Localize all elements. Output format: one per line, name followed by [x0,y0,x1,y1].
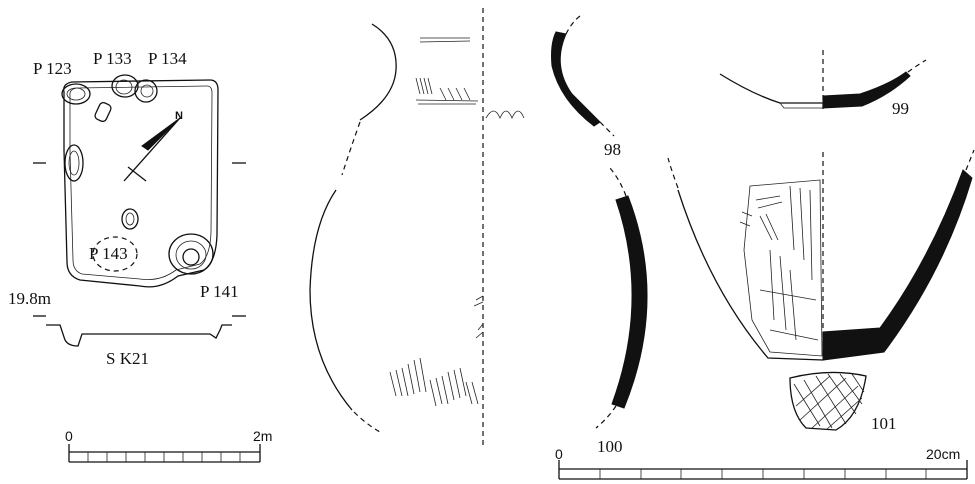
deep-bowl [667,149,975,361]
label-100: 100 [597,437,623,456]
jar-neck [359,23,397,121]
plan-scale-end: 2m [253,428,272,444]
post-hole-small [94,101,112,123]
pottery-scale-end: 20cm [926,446,960,462]
deep-bowl-section [822,169,973,361]
pit-p141 [168,233,214,275]
feature-name: S K21 [106,349,149,368]
vessel-101-cord-marks [793,373,865,431]
label-p123: P 123 [33,59,72,78]
vessel-100-dash-bottom [595,405,617,429]
deep-bowl-left-outline [677,189,824,361]
deep-bowl-texture [739,185,819,341]
vessel-100 [595,167,648,429]
plan-scale-start: 0 [65,428,73,444]
vessel-99-dash [907,59,927,73]
pit-p143 [92,236,138,272]
north-label: N [175,110,183,122]
jar-body [309,189,353,411]
pit-p133-inner [115,79,133,95]
vessel-101-outline [789,371,867,431]
plan-scale-bar [68,444,261,463]
label-99: 99 [892,99,909,118]
jar-body-lower [353,411,381,433]
vessel-98 [551,15,615,137]
vessel-100-dash-top [609,167,627,197]
post-hole-center-inner [125,212,135,226]
vessel-98-dash-bottom [599,121,615,137]
vessel-99 [719,50,927,112]
label-98: 98 [604,140,621,159]
pottery-scale-start: 0 [555,446,563,462]
pit-p134 [134,79,158,103]
pottery-scale-bar [558,460,968,480]
label-p133: P 133 [93,49,132,68]
vessel-99-section [822,71,911,109]
pit-p141-mid [175,240,207,270]
vessel-98-dash-top [565,15,581,35]
label-101: 101 [871,414,897,433]
vessel-99-outline [719,73,823,104]
jar-lug [485,110,525,120]
pit-p123 [61,83,91,105]
pit-p123-inner [66,87,86,101]
north-arrow-icon [123,117,181,182]
feature-plan-sk21: N P 123 P 133 P 134 P 143 P 141 19.8m S … [8,49,272,463]
pit-p134-inner [140,84,154,98]
deep-bowl-left-dash [667,157,679,189]
pit-outline-outer [63,79,219,288]
pit-west-inner [68,150,80,176]
label-p134: P 134 [148,49,187,68]
pit-west [64,144,84,182]
vessel-99-outline-b [779,102,823,109]
vessel-98-section [551,31,601,127]
label-p141: P 141 [200,282,239,301]
elevation-label: 19.8m [8,289,51,308]
large-jar-drawing [309,8,525,446]
jar-body-upper [341,121,361,176]
vessel-101 [789,371,867,431]
vessel-100-section [611,195,648,409]
jar-surface-hatching [389,37,484,407]
deep-bowl-dash-top [965,149,975,171]
section-profile [46,324,232,347]
pit-p141-inner [182,248,200,266]
pit-p133 [111,74,139,98]
label-p143: P 143 [89,244,128,263]
deep-bowl-exterior [743,179,823,357]
post-hole-center [121,208,139,230]
